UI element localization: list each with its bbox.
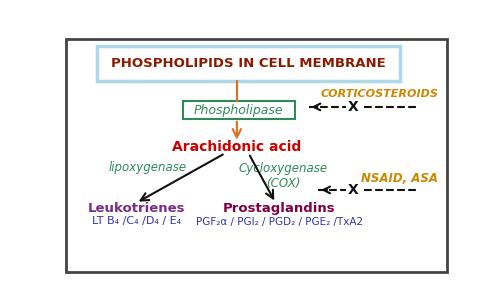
- Text: CORTICOSTEROIDS: CORTICOSTEROIDS: [320, 89, 438, 99]
- FancyBboxPatch shape: [182, 101, 295, 119]
- Text: LT B₄ /C₄ /D₄ / E₄: LT B₄ /C₄ /D₄ / E₄: [92, 216, 180, 226]
- Text: X: X: [348, 183, 358, 197]
- Text: Cycloxygenase
(COX): Cycloxygenase (COX): [239, 162, 328, 190]
- Text: X: X: [348, 100, 358, 114]
- Text: PGF₂α / PGI₂ / PGD₂ / PGE₂ /TxA2: PGF₂α / PGI₂ / PGD₂ / PGE₂ /TxA2: [196, 217, 363, 227]
- Text: lipoxygenase: lipoxygenase: [108, 161, 187, 174]
- FancyBboxPatch shape: [66, 39, 447, 272]
- Text: Prostaglandins: Prostaglandins: [223, 202, 336, 215]
- Text: PHOSPHOLIPIDS IN CELL MEMBRANE: PHOSPHOLIPIDS IN CELL MEMBRANE: [111, 57, 386, 70]
- Text: Phospholipase: Phospholipase: [194, 103, 284, 116]
- Text: Arachidonic acid: Arachidonic acid: [172, 140, 302, 154]
- Text: NSAID, ASA: NSAID, ASA: [362, 172, 438, 184]
- Text: Leukotrienes: Leukotrienes: [88, 202, 185, 215]
- FancyBboxPatch shape: [98, 47, 400, 81]
